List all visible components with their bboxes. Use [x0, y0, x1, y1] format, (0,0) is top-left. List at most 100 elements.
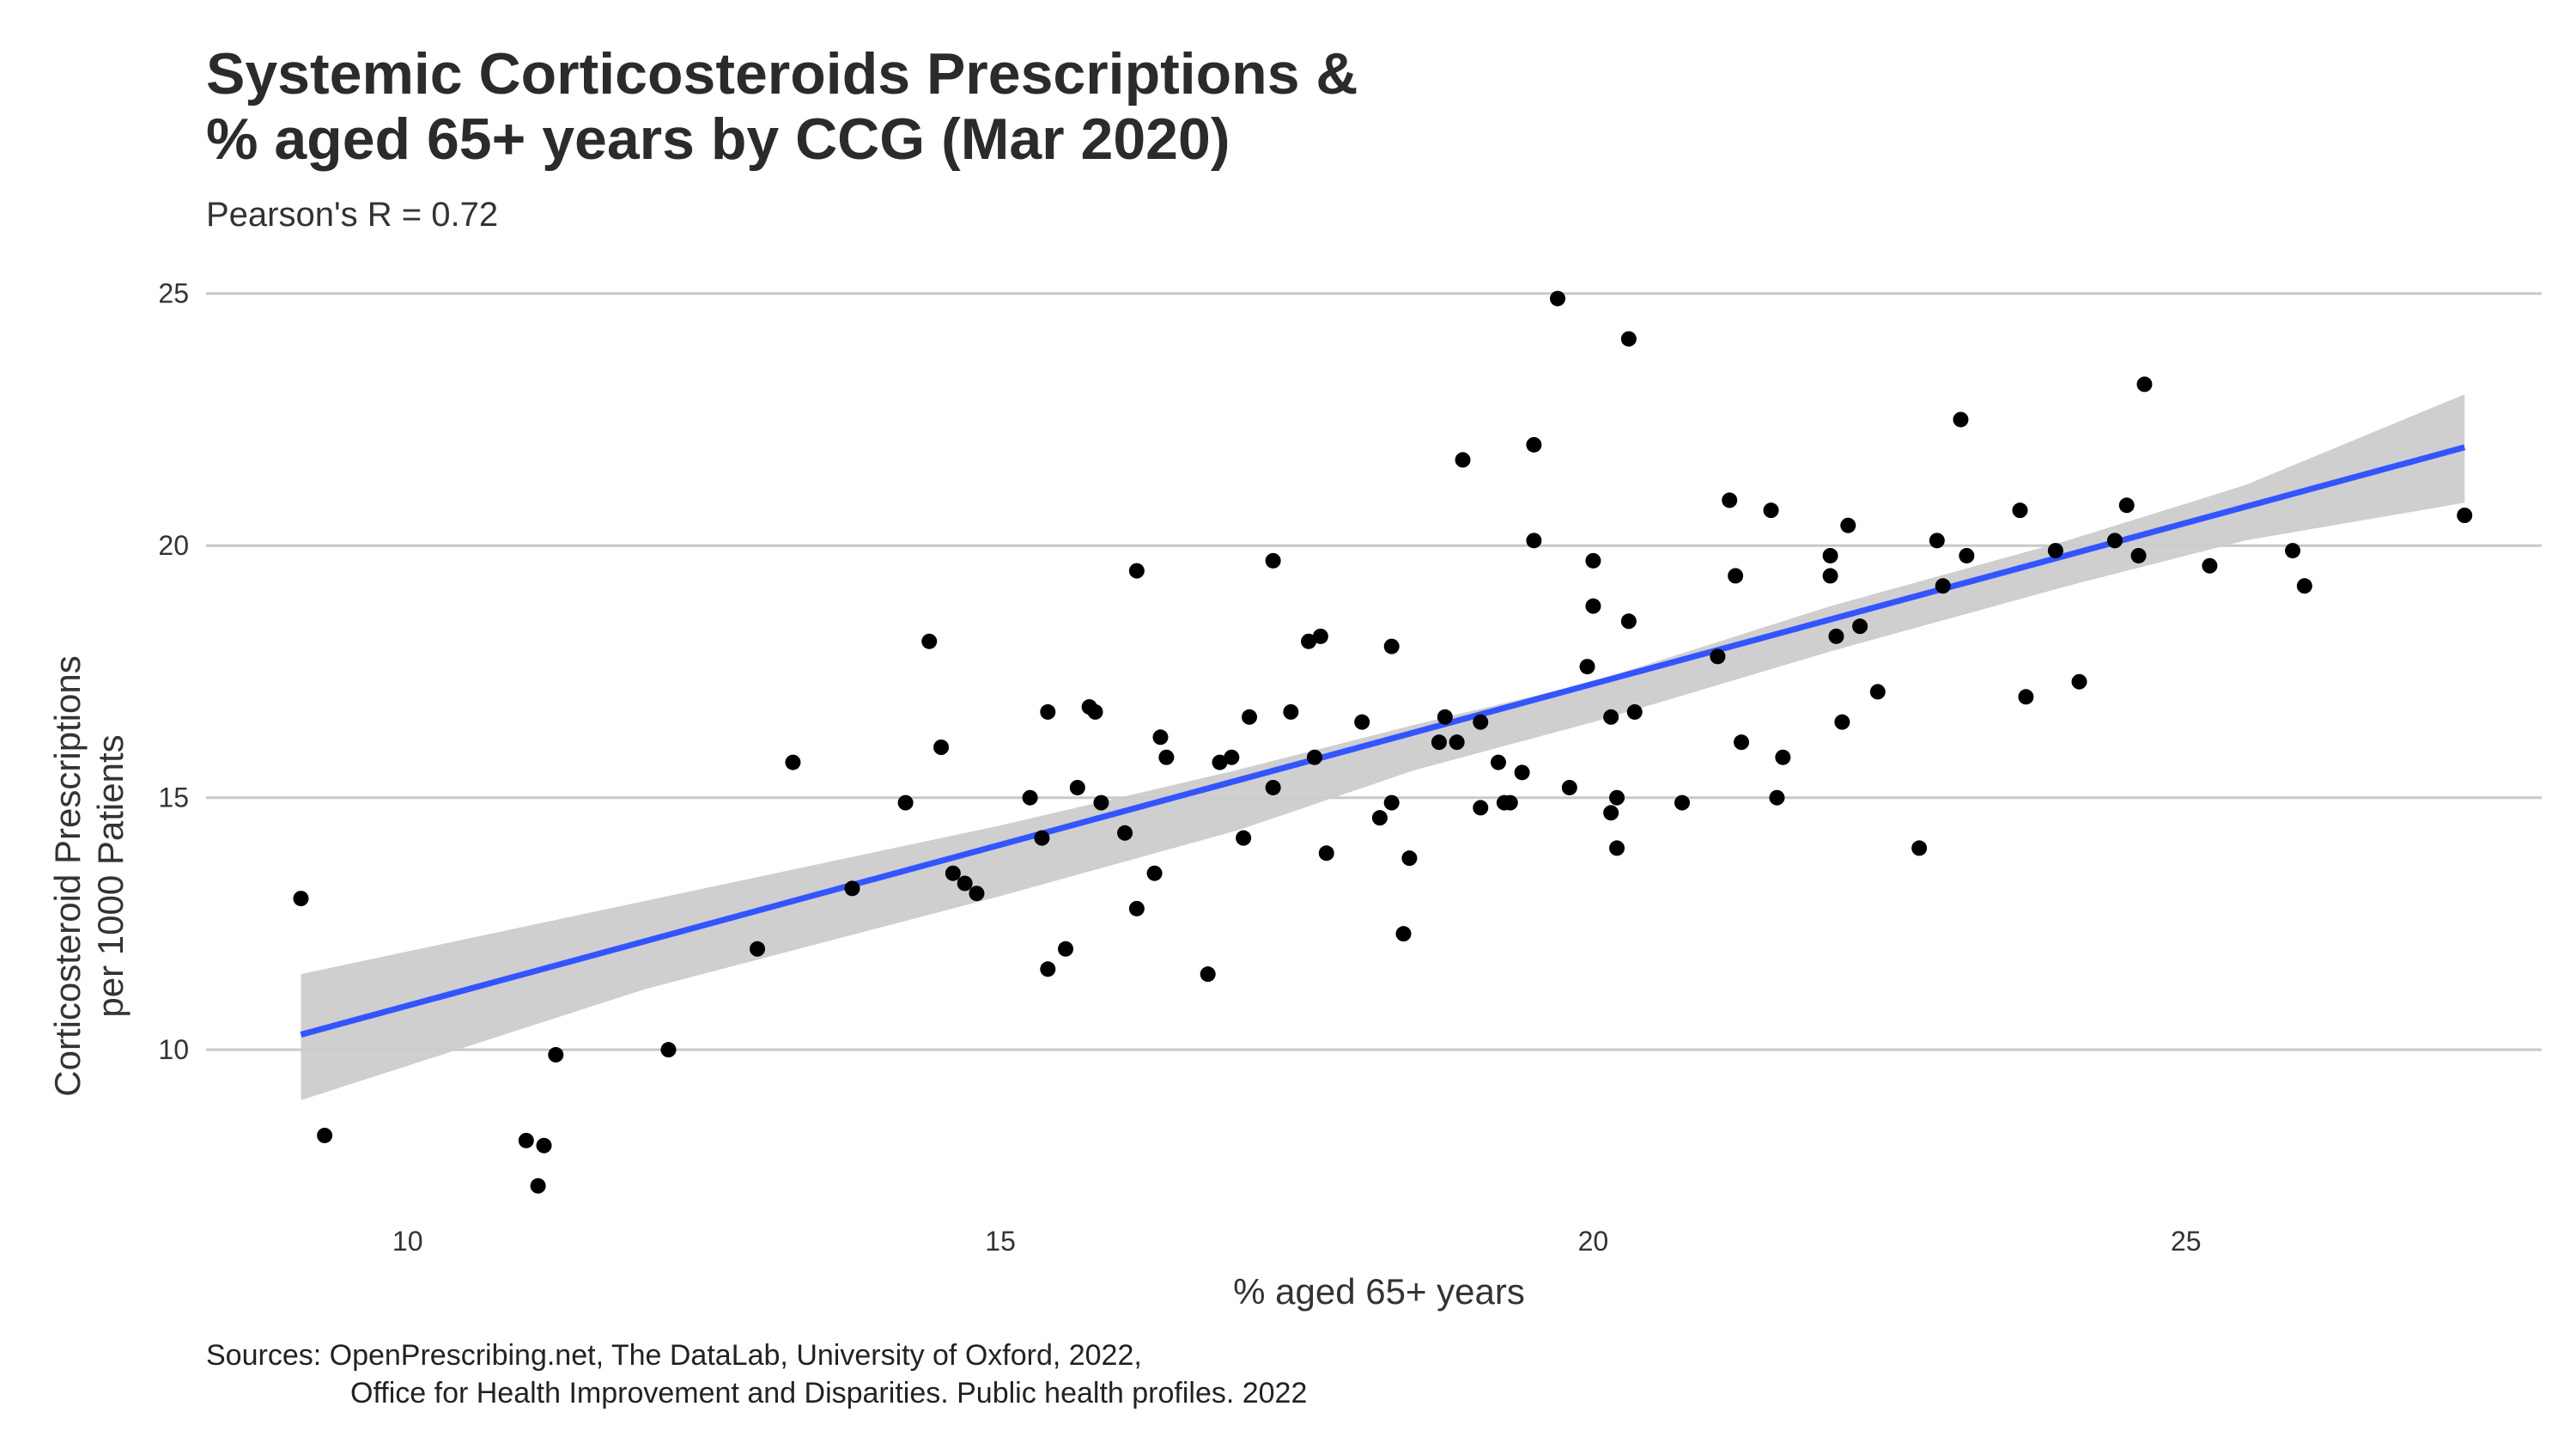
trend-line-group [300, 444, 2466, 1038]
data-point [2012, 502, 2028, 519]
caption-line-2: Office for Health Improvement and Dispar… [350, 1377, 1308, 1409]
data-point [1561, 779, 1577, 795]
data-point [1146, 865, 1163, 881]
data-point [2047, 543, 2063, 559]
data-point [1306, 749, 1322, 765]
data-point [1828, 628, 1844, 644]
y-tick-label: 10 [158, 1034, 189, 1065]
data-point [2285, 543, 2301, 559]
data-point [1959, 547, 1975, 563]
chart-title: Systemic Corticosteroids Prescriptions &… [206, 41, 1358, 172]
chart-caption: Sources: OpenPrescribing.net, The DataLa… [206, 1336, 1307, 1412]
data-point [1734, 734, 1750, 751]
data-point [1953, 411, 1969, 428]
data-point [1283, 703, 1299, 720]
data-point [1473, 714, 1489, 730]
data-point [1822, 568, 1838, 584]
data-point [1502, 795, 1518, 811]
data-point [1526, 436, 1542, 453]
x-tick-label: 15 [985, 1226, 1016, 1257]
data-point [1040, 961, 1056, 977]
data-point [1431, 734, 1447, 751]
x-axis-ticks: 10 15 20 25 [392, 1226, 2202, 1257]
data-point [1128, 900, 1145, 916]
data-point [1449, 734, 1465, 751]
chart-title-line-2: % aged 65+ years by CCG (Mar 2020) [206, 107, 1230, 172]
data-point [1626, 703, 1643, 720]
y-tick-label: 20 [158, 530, 189, 561]
trend-line [300, 444, 2466, 1038]
data-point [1603, 709, 1619, 725]
data-point [1383, 795, 1400, 811]
data-point [1620, 331, 1637, 347]
y-tick-label: 25 [158, 278, 189, 309]
data-point [1455, 452, 1471, 468]
data-point [1579, 659, 1595, 675]
data-point [1763, 502, 1779, 519]
data-point [921, 633, 938, 649]
data-point [1550, 290, 1566, 307]
data-point [2136, 376, 2153, 393]
data-point [1158, 749, 1175, 765]
chart-title-line-1: Systemic Corticosteroids Prescriptions & [206, 41, 1358, 107]
data-point [1265, 779, 1281, 795]
data-point [1490, 754, 1506, 770]
data-point [317, 1127, 333, 1143]
data-point [897, 795, 914, 811]
data-point [1069, 779, 1085, 795]
data-point [2118, 497, 2135, 514]
data-point [1769, 789, 1785, 806]
data-point [1401, 850, 1418, 867]
data-point [1852, 618, 1868, 635]
data-point [2071, 673, 2087, 690]
y-axis-title-line-2: per 1000 Patients [90, 734, 131, 1017]
data-point [1212, 754, 1228, 770]
data-point [1840, 517, 1856, 533]
data-point [957, 875, 973, 892]
x-tick-label: 20 [1578, 1226, 1609, 1257]
data-point [750, 941, 766, 957]
data-point [1395, 926, 1412, 942]
data-point [1722, 492, 1738, 508]
y-tick-label: 15 [158, 782, 189, 813]
data-point [1929, 533, 1945, 549]
confidence-band-area [301, 394, 2465, 1100]
data-point [1022, 789, 1038, 806]
data-point [844, 880, 860, 897]
data-point [1040, 703, 1056, 720]
data-point [1034, 830, 1050, 846]
data-point [1822, 547, 1838, 563]
data-point [2296, 578, 2312, 594]
x-tick-label: 25 [2171, 1226, 2202, 1257]
data-point [1473, 800, 1489, 816]
data-point [1674, 795, 1690, 811]
data-point [1301, 633, 1317, 649]
data-point [1200, 966, 1216, 983]
data-point [1603, 805, 1619, 821]
data-point [2457, 508, 2473, 523]
data-point [969, 886, 985, 902]
data-point [933, 740, 950, 755]
caption-line-1: Sources: OpenPrescribing.net, The DataLa… [206, 1339, 1142, 1372]
data-point [1087, 703, 1103, 720]
data-point [1620, 613, 1637, 630]
data-point [1058, 941, 1074, 957]
y-axis-ticks: 10 15 20 25 [158, 278, 189, 1065]
data-point [1609, 840, 1625, 856]
data-point [2130, 547, 2147, 563]
data-point [945, 865, 961, 881]
data-point [1242, 709, 1258, 725]
data-point [1609, 789, 1625, 806]
y-axis-title: Corticosteroid Prescriptions per 1000 Pa… [47, 655, 131, 1097]
data-point [2106, 533, 2123, 549]
data-point [1437, 709, 1453, 725]
data-point [1514, 764, 1530, 781]
data-point [293, 891, 309, 907]
x-tick-label: 10 [392, 1226, 423, 1257]
data-point [1834, 714, 1850, 730]
data-point [1371, 810, 1388, 826]
data-point [1869, 684, 1886, 700]
y-axis-title-line-1: Corticosteroid Prescriptions [47, 655, 88, 1097]
data-point [1117, 825, 1133, 841]
x-axis-title: % aged 65+ years [1233, 1271, 1525, 1312]
